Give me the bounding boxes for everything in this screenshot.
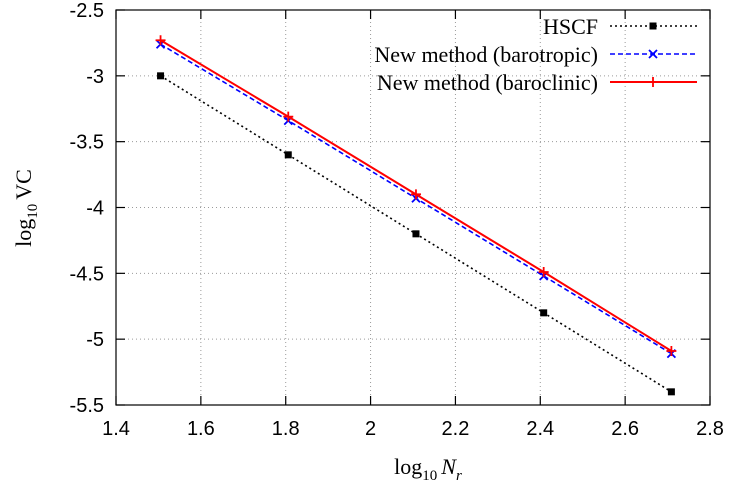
legend-marker: [649, 22, 657, 30]
x-tick-label: 2.2: [442, 418, 470, 440]
y-tick-labels: -2.5 -3 -3.5 -4 -4.5 -5 -5.5: [70, 0, 104, 417]
data-point: [540, 309, 548, 317]
x-tick-label: 1.8: [272, 418, 300, 440]
x-axis-label: log10 Nr: [394, 454, 462, 484]
plot-frame: [115, 9, 711, 406]
data-point: [284, 151, 292, 159]
y-tick-label: -4: [86, 198, 104, 220]
data-point: [157, 72, 165, 80]
y-tick-label: -3: [86, 66, 104, 88]
x-tick-label: 1.4: [102, 418, 130, 440]
y-tick-label: -4.5: [70, 263, 104, 285]
data-point: [538, 267, 549, 278]
y-tick-label: -5: [86, 329, 104, 351]
x-tick-label: 1.6: [187, 418, 215, 440]
legend-label: HSCF: [543, 14, 598, 39]
legend-marker: [648, 77, 658, 87]
data-point: [412, 230, 420, 238]
grid: [116, 10, 710, 405]
x-tick-label: 2.4: [526, 418, 554, 440]
legend: HSCF New method (barotropic) New method (b…: [374, 14, 697, 95]
data-point: [155, 35, 166, 46]
x-tick-labels: 1.4 1.6 1.8 2 2.2 2.4 2.6 2.8: [102, 418, 724, 440]
x-tick-label: 2.8: [696, 418, 724, 440]
series-lines: [155, 35, 677, 396]
x-tick-label: 2.6: [611, 418, 639, 440]
data-point: [667, 388, 675, 396]
legend-label: New method (barotropic): [374, 42, 598, 67]
y-tick-label: -2.5: [70, 0, 104, 22]
y-tick-label: -5.5: [70, 395, 104, 417]
y-axis-label: log10VC: [11, 169, 41, 247]
legend-label: New method (baroclinic): [377, 70, 598, 95]
series-0: [157, 72, 675, 396]
series-2: [155, 35, 677, 357]
data-point: [410, 189, 421, 200]
data-point: [666, 346, 677, 357]
y-tick-label: -3.5: [70, 132, 104, 154]
x-tick-label: 2: [365, 418, 376, 440]
data-point: [283, 111, 294, 122]
legend-marker: [648, 49, 658, 59]
